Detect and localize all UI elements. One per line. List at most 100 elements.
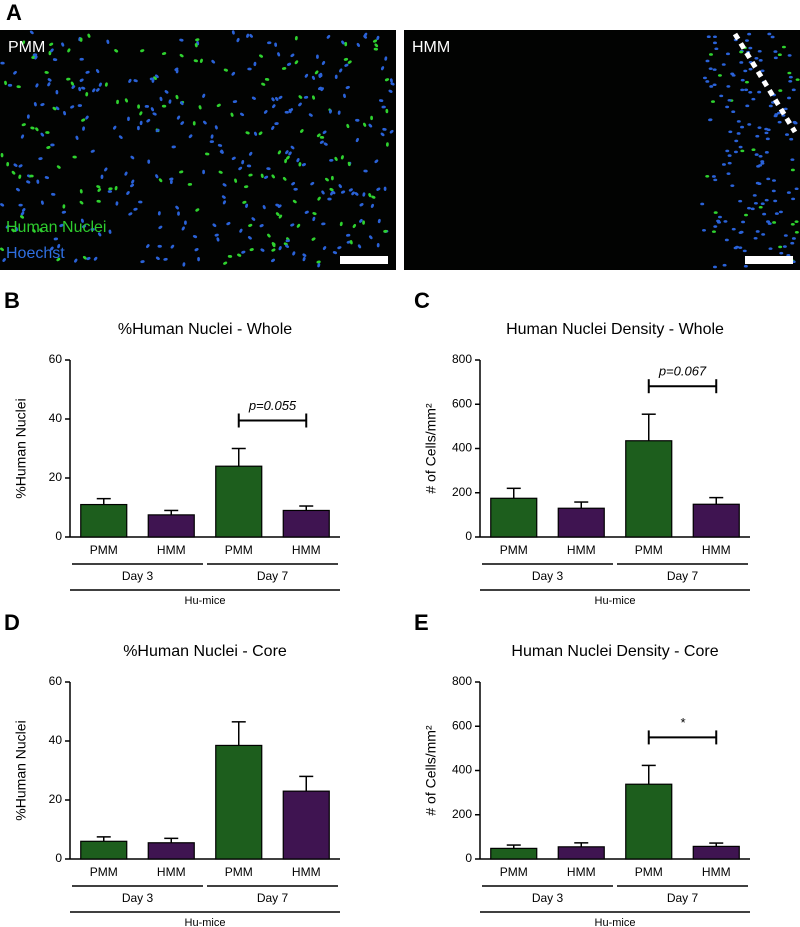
- nucleus: [176, 115, 181, 120]
- nucleus: [712, 265, 717, 269]
- y-tick-label: 800: [452, 352, 472, 366]
- nucleus: [725, 105, 730, 109]
- nucleus: [247, 236, 252, 240]
- nucleus: [144, 105, 150, 108]
- nucleus: [782, 245, 787, 248]
- nucleus: [193, 59, 198, 63]
- nucleus: [750, 207, 755, 211]
- nucleus: [234, 178, 238, 183]
- nucleus: [740, 149, 745, 153]
- nucleus: [319, 140, 324, 144]
- nucleus: [220, 149, 224, 154]
- nucleus: [161, 52, 167, 56]
- x-tick-label: HMM: [292, 865, 321, 879]
- nucleus: [743, 264, 748, 268]
- nucleus: [290, 223, 295, 227]
- nucleus: [182, 262, 186, 267]
- nucleus: [745, 104, 750, 108]
- x-tick-label: HMM: [157, 865, 186, 879]
- nucleus: [346, 123, 350, 129]
- nucleus: [179, 53, 184, 58]
- nucleus: [783, 107, 788, 111]
- nucleus: [363, 169, 368, 173]
- nucleus: [712, 35, 717, 39]
- nucleus: [722, 263, 727, 267]
- nucleus: [124, 98, 128, 103]
- nucleus: [740, 125, 745, 129]
- nucleus: [383, 186, 387, 191]
- nucleus: [50, 246, 54, 251]
- nucleus: [113, 125, 117, 130]
- nucleus: [128, 78, 132, 83]
- x-tick-label: PMM: [500, 543, 528, 557]
- nucleus: [199, 58, 203, 63]
- nucleus: [776, 111, 781, 115]
- x-tick-label: PMM: [90, 543, 118, 557]
- nucleus: [352, 224, 357, 229]
- nucleus: [158, 178, 163, 183]
- nucleus: [70, 81, 74, 86]
- nucleus: [316, 260, 321, 264]
- nucleus: [748, 46, 753, 50]
- nucleus: [744, 80, 749, 84]
- nucleus: [709, 85, 714, 88]
- nucleus: [50, 143, 55, 147]
- nucleus: [74, 258, 78, 263]
- nucleus: [253, 131, 258, 136]
- nucleus: [98, 82, 102, 87]
- nucleus: [368, 193, 372, 198]
- nucleus: [312, 212, 317, 216]
- y-tick-label: 200: [452, 485, 472, 499]
- nucleus: [236, 37, 240, 43]
- nucleus: [721, 63, 726, 66]
- nucleus: [157, 211, 161, 216]
- nucleus: [32, 228, 36, 233]
- nucleus: [278, 246, 282, 251]
- nucleus: [727, 154, 732, 157]
- nucleus: [791, 237, 796, 240]
- y-tick-label: 400: [452, 763, 472, 777]
- nucleus: [747, 32, 752, 36]
- nucleus: [62, 204, 66, 209]
- legend-label: Hoechst: [6, 245, 65, 262]
- nucleus: [301, 163, 306, 167]
- nucleus: [85, 70, 90, 74]
- nucleus: [284, 110, 289, 114]
- nucleus: [92, 88, 96, 93]
- nucleus: [52, 106, 57, 111]
- group-label: Hu-mice: [595, 595, 636, 607]
- nucleus: [292, 251, 296, 256]
- nucleus: [260, 173, 264, 178]
- nucleus: [137, 125, 140, 131]
- nucleus: [264, 175, 269, 179]
- nucleus: [211, 59, 216, 64]
- nucleus: [321, 222, 326, 226]
- nucleus: [271, 174, 275, 179]
- nucleus: [790, 222, 795, 226]
- nucleus: [757, 49, 762, 53]
- nucleus: [78, 86, 82, 92]
- nucleus: [194, 248, 199, 252]
- y-tick-label: 0: [55, 529, 62, 543]
- nucleus: [285, 244, 290, 248]
- nucleus: [794, 187, 799, 191]
- nucleus: [292, 199, 297, 204]
- nucleus: [223, 261, 228, 265]
- nucleus: [764, 131, 769, 135]
- nucleus: [212, 223, 217, 227]
- nucleus: [188, 134, 193, 139]
- nucleus: [351, 191, 355, 196]
- nucleus: [321, 60, 326, 66]
- nucleus: [247, 67, 252, 71]
- panel-letter: D: [4, 610, 20, 635]
- nucleus: [329, 109, 332, 114]
- nucleus: [169, 179, 173, 185]
- nucleus: [731, 227, 736, 231]
- nucleus: [271, 97, 275, 102]
- nucleus: [293, 187, 298, 191]
- nucleus: [271, 248, 276, 252]
- nucleus: [81, 86, 86, 90]
- nucleus: [337, 110, 341, 115]
- nucleus: [758, 154, 763, 158]
- nucleus: [198, 105, 202, 110]
